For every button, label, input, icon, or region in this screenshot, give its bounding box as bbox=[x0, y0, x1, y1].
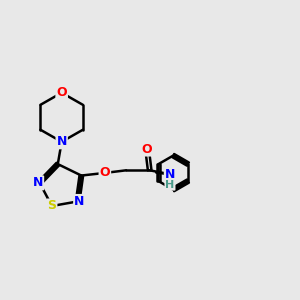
Text: N: N bbox=[33, 176, 43, 189]
Text: S: S bbox=[47, 200, 56, 212]
Text: N: N bbox=[56, 135, 67, 148]
Text: O: O bbox=[56, 86, 67, 99]
Text: H: H bbox=[165, 180, 175, 190]
Text: N: N bbox=[74, 195, 85, 208]
Text: N: N bbox=[165, 168, 175, 181]
Text: O: O bbox=[142, 142, 152, 155]
Text: O: O bbox=[100, 167, 110, 179]
